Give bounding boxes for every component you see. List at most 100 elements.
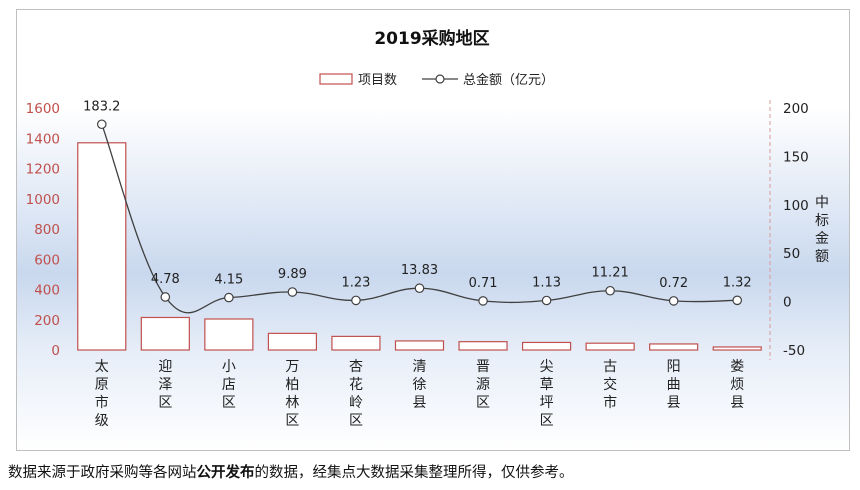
x-category-char: 区 <box>540 413 554 429</box>
y-right-tick-label: 100 <box>783 198 809 214</box>
legend-label-line: 总金额（亿元） <box>463 72 554 88</box>
bar <box>394 340 445 351</box>
bar <box>77 142 127 351</box>
source-note-part2: 的数据，经集点大数据采集整理所得，仅供参考。 <box>254 465 574 481</box>
line-point <box>224 292 234 303</box>
x-category-char: 源 <box>476 377 490 393</box>
x-category-char: 级 <box>95 413 109 429</box>
x-category-char: 县 <box>413 395 427 411</box>
x-category-char: 小 <box>222 359 236 375</box>
x-category-char: 坪 <box>540 395 554 411</box>
x-category-char: 店 <box>222 377 236 393</box>
x-category-char: 市 <box>95 394 109 411</box>
data-label: 1.13 <box>532 276 561 291</box>
bar <box>140 316 190 351</box>
y-left-tick-label: 1000 <box>26 192 60 208</box>
x-category-char: 县 <box>667 395 681 411</box>
y-left-tick-label: 600 <box>34 252 60 268</box>
x-category-char: 娄 <box>730 359 744 375</box>
y-right-tick-label: 200 <box>783 101 809 117</box>
x-category-char: 区 <box>222 395 236 411</box>
line-point <box>605 285 615 296</box>
data-label: 13.83 <box>401 263 438 278</box>
bar <box>521 341 572 351</box>
x-category-char: 清 <box>413 359 427 375</box>
x-category-char: 交 <box>603 376 617 393</box>
data-label: 1.23 <box>341 275 370 290</box>
y-right-tick-label: 50 <box>783 246 800 262</box>
y-left-tick-label: 200 <box>34 313 60 329</box>
legend-swatch-bar <box>319 73 353 85</box>
y-left-tick-label: 1200 <box>26 162 60 178</box>
x-category-char: 草 <box>540 377 554 393</box>
x-category-char: 晋 <box>476 359 490 375</box>
data-label: 183.2 <box>83 99 120 114</box>
x-category-char: 原 <box>95 377 109 393</box>
data-label: 4.78 <box>151 272 180 287</box>
x-category-char: 古 <box>603 359 617 375</box>
x-category-char: 岭 <box>349 395 363 411</box>
y-left-tick-label: 1600 <box>26 101 60 117</box>
x-category-char: 烦 <box>730 377 744 393</box>
line-point <box>541 295 552 306</box>
line-point <box>287 287 298 297</box>
legend-label-bar: 项目数 <box>358 73 397 88</box>
y-right-tick-label: 0 <box>783 295 792 311</box>
chart-title: 2019采购地区 <box>374 28 489 49</box>
line-point <box>668 296 679 306</box>
x-category-char: 泽 <box>158 377 172 393</box>
y-left-tick-label: 400 <box>34 283 60 299</box>
data-label: 0.72 <box>659 276 688 291</box>
line-point <box>351 295 361 306</box>
x-category-char: 阳 <box>667 359 681 375</box>
x-category-char: 杏 <box>349 359 363 375</box>
data-label: 11.21 <box>592 266 629 281</box>
chart-frame <box>16 9 850 451</box>
line-point <box>732 295 743 306</box>
x-category-char: 徐 <box>413 377 427 393</box>
y-right-axis-title-char: 中 <box>815 195 829 211</box>
y-left-tick-label: 1400 <box>26 131 60 147</box>
bar <box>204 318 254 351</box>
x-category-char: 太 <box>95 359 109 375</box>
y-right-axis-title-char: 额 <box>815 249 829 265</box>
x-category-char: 花 <box>349 377 363 393</box>
data-label: 9.89 <box>278 267 307 282</box>
series-line <box>101 124 738 314</box>
bar <box>267 332 318 351</box>
x-category-char: 万 <box>285 359 299 375</box>
line-point <box>478 296 488 306</box>
x-category-char: 尖 <box>540 359 554 375</box>
data-label: 1.32 <box>723 275 752 290</box>
bar <box>331 335 381 351</box>
data-label: 0.71 <box>469 276 498 291</box>
x-category-char: 柏 <box>285 377 299 393</box>
y-right-axis-title-char: 标 <box>815 213 829 229</box>
legend-swatch-marker <box>435 74 445 84</box>
bar <box>649 343 699 351</box>
y-right-tick-label: 150 <box>783 149 809 165</box>
y-left-tick-label: 800 <box>34 222 60 238</box>
x-category-char: 县 <box>730 395 744 411</box>
x-category-char: 区 <box>285 413 299 429</box>
data-label: 4.15 <box>214 273 243 288</box>
source-note-part1: 数据来源于政府采购等各网站 <box>8 465 197 481</box>
x-category-char: 林 <box>285 395 299 411</box>
y-right-tick-label: -50 <box>783 343 805 359</box>
x-category-char: 市 <box>603 394 617 411</box>
line-point <box>160 292 171 302</box>
source-note: 数据来源于政府采购等各网站公开发布的数据，经集点大数据采集整理所得，仅供参考。 <box>8 461 854 482</box>
line-point <box>96 119 107 130</box>
source-note-bold: 公开发布 <box>196 465 255 481</box>
bar <box>712 346 762 351</box>
y-left-tick-label: 0 <box>51 343 60 359</box>
bar <box>585 342 635 351</box>
x-category-char: 区 <box>476 395 490 411</box>
x-category-char: 区 <box>349 413 363 429</box>
x-category-char: 曲 <box>667 377 681 393</box>
x-category-char: 迎 <box>158 359 172 375</box>
y-right-axis-title-char: 金 <box>815 231 829 247</box>
bar <box>458 341 508 351</box>
line-point <box>414 283 425 294</box>
